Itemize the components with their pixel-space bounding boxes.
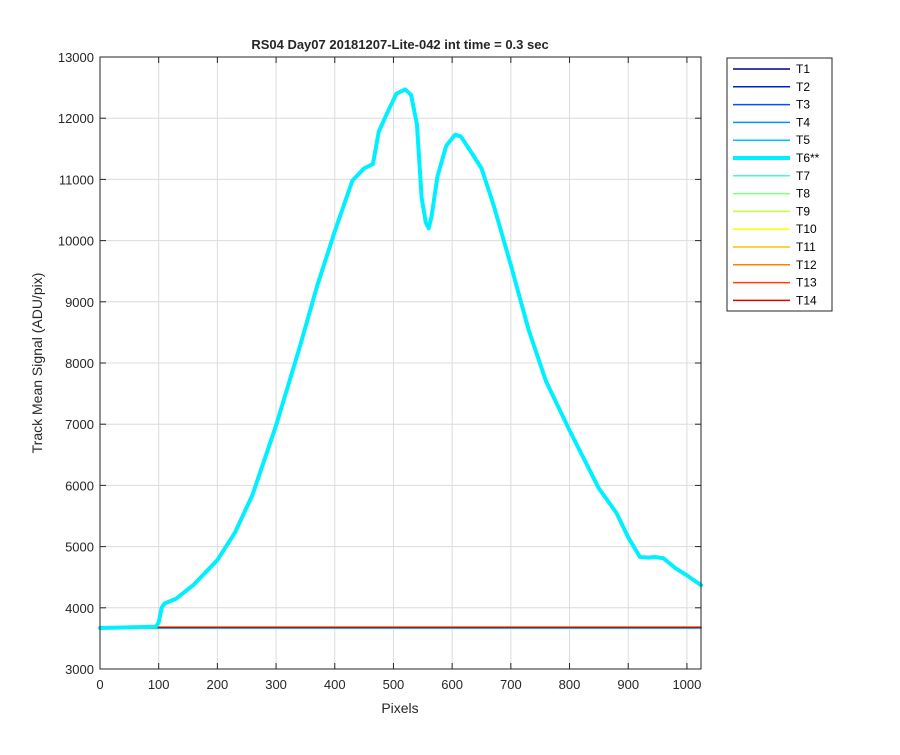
y-tick-label: 4000 — [65, 601, 94, 616]
legend-label: T2 — [796, 80, 810, 94]
y-tick-label: 13000 — [58, 50, 94, 65]
legend-label: T1 — [796, 62, 810, 76]
legend-label: T3 — [796, 98, 810, 112]
x-tick-label: 200 — [207, 677, 229, 692]
legend-label: T6** — [796, 151, 820, 165]
y-tick-label: 9000 — [65, 295, 94, 310]
x-tick-label: 400 — [324, 677, 346, 692]
y-axis-label: Track Mean Signal (ADU/pix) — [29, 273, 45, 454]
y-tick-label: 12000 — [58, 111, 94, 126]
x-tick-label: 800 — [559, 677, 581, 692]
x-tick-label: 300 — [265, 677, 287, 692]
legend-label: T12 — [796, 258, 817, 272]
legend-label: T11 — [796, 240, 816, 254]
x-tick-label: 500 — [383, 677, 405, 692]
legend-box — [726, 57, 833, 312]
x-tick-label: 600 — [441, 677, 463, 692]
grid — [100, 57, 701, 669]
y-tick-label: 6000 — [65, 478, 94, 493]
x-tick-label: 100 — [148, 677, 170, 692]
series-line-t6 — [98, 87, 703, 630]
y-tick-label: 3000 — [65, 662, 94, 677]
legend-label: T9 — [796, 204, 810, 218]
y-tick-label: 11000 — [59, 172, 94, 187]
legend-label: T8 — [796, 187, 810, 201]
x-tick-label: 900 — [617, 677, 639, 692]
series-group — [98, 87, 703, 630]
y-tick-label: 7000 — [65, 417, 94, 432]
legend-label: T5 — [796, 133, 810, 147]
x-tick-label: 1000 — [672, 677, 701, 692]
legend: T1 T2 T3 T4 T5 T6** T7 T8 T9 T10 T11 T12 T13 T14 — [726, 57, 833, 312]
legend-label: T4 — [796, 115, 810, 129]
x-tick-label: 700 — [500, 677, 522, 692]
legend-label: T14 — [796, 293, 817, 307]
y-tick-label: 8000 — [65, 356, 94, 371]
x-axis-label: Pixels — [381, 700, 418, 716]
y-tick-label: 10000 — [58, 234, 94, 249]
chart-title: RS04 Day07 20181207-Lite-042 int time = … — [251, 37, 548, 52]
legend-label: T7 — [796, 169, 810, 183]
legend-label: T10 — [796, 222, 817, 236]
legend-label: T13 — [796, 276, 817, 290]
y-tick-label: 5000 — [65, 540, 94, 555]
ticks: 0 100 200 300 400 500 600 700 800 900 1000 3000 4000… — [58, 50, 702, 692]
x-tick-label: 0 — [96, 677, 103, 692]
